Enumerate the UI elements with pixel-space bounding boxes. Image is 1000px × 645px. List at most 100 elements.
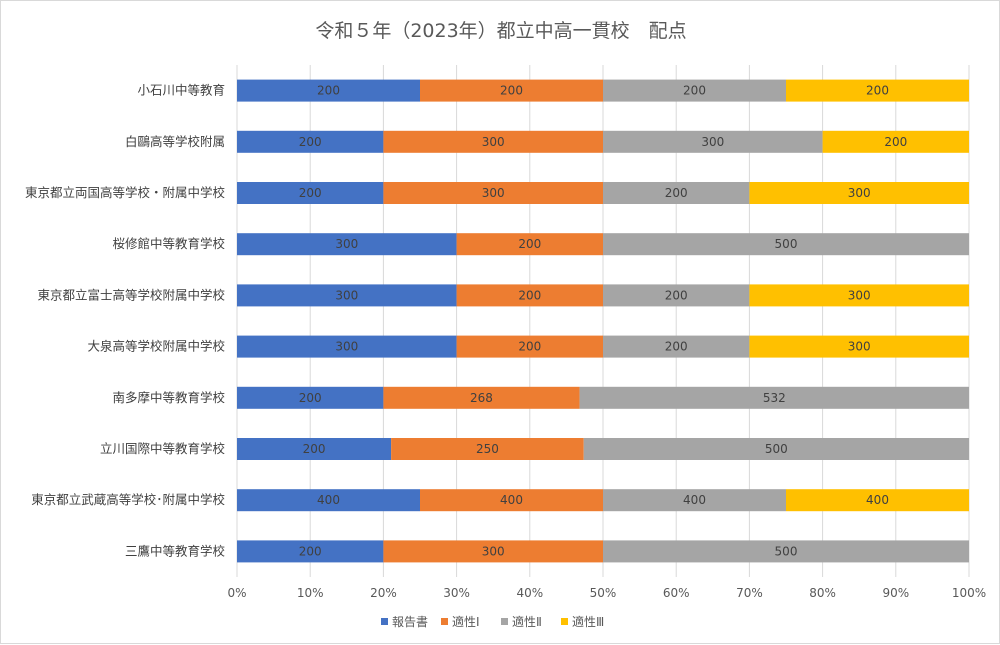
bar-segment: [420, 489, 603, 512]
data-label: 500: [765, 442, 788, 456]
bar-segment: [603, 335, 750, 358]
category-label: 小石川中等教育: [137, 83, 225, 98]
x-tick-label: 30%: [443, 586, 470, 600]
legend-label: 適性Ⅱ: [512, 614, 542, 629]
bar-segment: [749, 284, 969, 307]
x-tick-label: 10%: [297, 586, 324, 600]
bar-segment: [583, 438, 969, 460]
data-label: 500: [775, 544, 798, 558]
data-label: 200: [500, 84, 523, 98]
x-tick-label: 40%: [516, 586, 543, 600]
data-label: 200: [518, 237, 541, 251]
chart-title: 令和５年（2023年）都立中高一貫校 配点: [315, 20, 686, 42]
bar-segment: [237, 182, 384, 204]
x-tick-labels: 0% 10% 20% 30% 40% 50% 60% 70% 80% 90% 100%: [227, 586, 986, 600]
bar-segment: [237, 438, 392, 460]
data-label: 300: [335, 340, 358, 354]
data-label: 300: [848, 340, 871, 354]
data-label: 300: [482, 186, 505, 200]
legend-label: 適性Ⅰ: [452, 614, 480, 629]
data-label: 300: [848, 186, 871, 200]
data-label: 400: [683, 493, 706, 507]
data-label: 200: [317, 84, 340, 98]
data-label: 200: [866, 84, 889, 98]
legend-label: 報告書: [392, 615, 428, 629]
x-tick-label: 80%: [809, 586, 836, 600]
data-label: 200: [518, 340, 541, 354]
x-tick-label: 70%: [736, 586, 763, 600]
category-label: 白鷗高等学校附属: [125, 134, 225, 149]
bar-segment: [786, 79, 969, 102]
bar-segment: [603, 182, 750, 204]
data-label: 250: [476, 442, 499, 456]
legend-swatch: [381, 618, 388, 625]
data-label: 300: [335, 288, 358, 302]
bar-segment: [237, 233, 457, 256]
bar-segment: [383, 130, 603, 153]
data-label: 300: [482, 544, 505, 558]
bar-segment: [456, 284, 603, 307]
category-label: 桜修館中等教育学校: [112, 236, 225, 251]
bar-segment: [603, 130, 823, 153]
bar-segment: [749, 335, 969, 358]
data-label: 300: [701, 135, 724, 149]
bar-segment: [237, 386, 384, 409]
data-label: 300: [482, 135, 505, 149]
bar-segment: [420, 79, 603, 102]
bar-segment: [383, 182, 603, 204]
data-label: 200: [884, 135, 907, 149]
x-tick-label: 90%: [882, 586, 909, 600]
data-label: 200: [518, 288, 541, 302]
category-label: 立川国際中等教育学校: [100, 441, 226, 456]
data-label: 200: [665, 340, 688, 354]
bar-segment: [237, 540, 384, 563]
bars: 200 200 200 200 200 300 300 200 200 300 200 300 300 2…: [237, 79, 969, 563]
bar-segment: [456, 335, 603, 358]
category-label: 東京都立富士高等学校附属中学校: [37, 287, 225, 302]
data-label: 300: [335, 237, 358, 251]
bar-segment: [603, 489, 786, 512]
data-label: 200: [665, 288, 688, 302]
data-label: 200: [299, 186, 322, 200]
data-label: 400: [866, 493, 889, 507]
bar-segment: [456, 233, 603, 256]
category-label: 東京都立両国高等学校・附属中学校: [25, 185, 226, 200]
data-label: 268: [470, 391, 493, 405]
data-label: 200: [683, 84, 706, 98]
data-label: 400: [317, 493, 340, 507]
bar-segment: [237, 79, 420, 102]
legend: 報告書 適性Ⅰ 適性Ⅱ 適性Ⅲ: [381, 614, 604, 629]
data-label: 500: [775, 237, 798, 251]
x-tick-label: 20%: [370, 586, 397, 600]
bar-segment: [237, 489, 420, 512]
x-tick-label: 60%: [663, 586, 690, 600]
data-label: 200: [299, 135, 322, 149]
data-label: 200: [665, 186, 688, 200]
bar-segment: [749, 182, 969, 204]
bar-segment: [603, 540, 969, 563]
category-label: 東京都立武蔵高等学校･附属中学校: [31, 492, 225, 507]
bar-segment: [603, 233, 969, 256]
category-labels: 小石川中等教育白鷗高等学校附属東京都立両国高等学校・附属中学校桜修館中等教育学校…: [25, 83, 226, 559]
legend-swatch: [561, 618, 568, 625]
category-label: 大泉高等学校附属中学校: [87, 339, 225, 354]
data-label: 532: [763, 391, 786, 405]
data-label: 200: [299, 391, 322, 405]
legend-swatch: [441, 618, 448, 625]
data-label: 300: [848, 288, 871, 302]
bar-segment: [579, 386, 969, 409]
x-tick-label: 0%: [227, 586, 246, 600]
bar-segment: [822, 130, 969, 153]
bar-segment: [603, 284, 750, 307]
bar-segment: [786, 489, 969, 512]
x-tick-label: 100%: [952, 586, 986, 600]
bar-segment: [237, 130, 384, 153]
category-label: 三鷹中等教育学校: [125, 543, 226, 558]
data-label: 400: [500, 493, 523, 507]
bar-segment: [237, 284, 457, 307]
legend-label: 適性Ⅲ: [572, 614, 604, 629]
x-tick-label: 50%: [590, 586, 617, 600]
bar-segment: [603, 79, 786, 102]
